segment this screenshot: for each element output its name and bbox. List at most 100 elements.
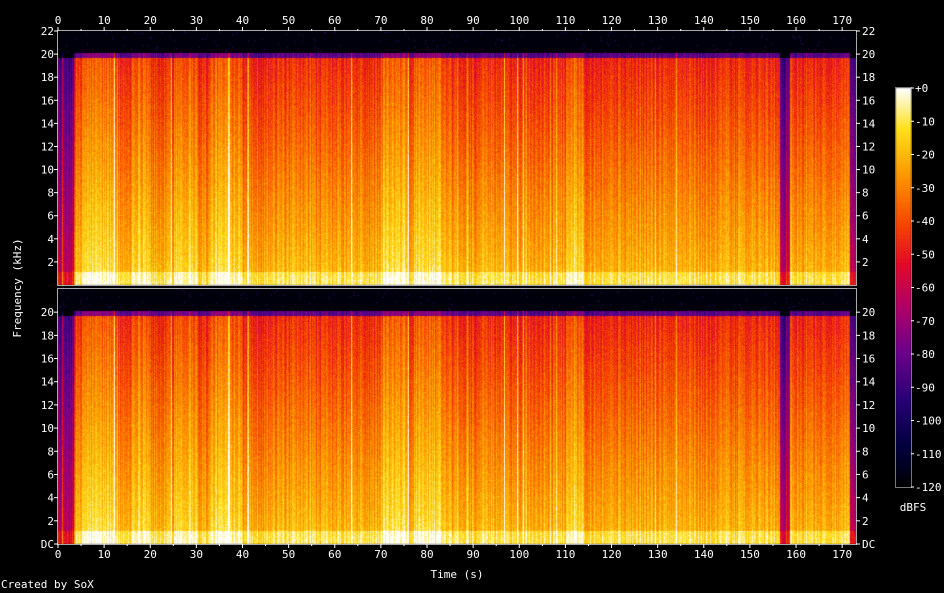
y-tick-label-right: 18 bbox=[862, 329, 875, 342]
y-tick-label-right: 16 bbox=[862, 353, 875, 366]
y-tick-label-left: 18 bbox=[41, 71, 54, 84]
colorbar-tick-label: -60 bbox=[915, 282, 935, 295]
y-axis-label: Frequency (kHz) bbox=[11, 238, 24, 337]
y-tick-label-right: 4 bbox=[862, 233, 869, 246]
y-tick-label-left: 10 bbox=[41, 164, 54, 177]
y-tick-label-right: 8 bbox=[862, 187, 869, 200]
colorbar-label: dBFS bbox=[900, 501, 927, 514]
colorbar-tick-label: -120 bbox=[915, 481, 942, 494]
x-tick-label: 170 bbox=[832, 548, 852, 561]
x-tick-label: 40 bbox=[236, 548, 249, 561]
y-tick-label-left: 12 bbox=[41, 140, 54, 153]
y-tick-label-right: 4 bbox=[862, 492, 869, 505]
y-tick-label-left: 2 bbox=[47, 515, 54, 528]
y-tick-label-right: 12 bbox=[862, 399, 875, 412]
y-tick-label-left: 2 bbox=[47, 256, 54, 269]
x-tick-label: 70 bbox=[374, 548, 387, 561]
y-tick-label-left: 4 bbox=[47, 233, 54, 246]
y-tick-label-left: 14 bbox=[41, 117, 55, 130]
colorbar-tick-label: -20 bbox=[915, 149, 935, 162]
x-tick-label: 20 bbox=[144, 14, 157, 27]
y-tick-label-right: DC bbox=[862, 538, 875, 551]
x-tick-label: 170 bbox=[832, 14, 852, 27]
colorbar: +0 -10 -20 -30 -40 -50 -60 -70 -80 -90 -100 -110 -12… bbox=[895, 82, 942, 494]
x-tick-label: 0 bbox=[55, 548, 62, 561]
x-tick-label: 0 bbox=[55, 14, 62, 27]
x-tick-label: 160 bbox=[786, 548, 806, 561]
colorbar-tick-label: -10 bbox=[915, 115, 935, 128]
colorbar-tick-label: -40 bbox=[915, 215, 935, 228]
y-tick-label-right: 18 bbox=[862, 71, 875, 84]
x-tick-label: 150 bbox=[740, 548, 760, 561]
credit-text: Created by SoX bbox=[1, 578, 94, 591]
y-tick-label-right: 2 bbox=[862, 515, 869, 528]
x-tick-label: 40 bbox=[236, 14, 249, 27]
x-tick-label: 30 bbox=[190, 548, 203, 561]
y-tick-label-right: 14 bbox=[862, 117, 876, 130]
y-tick-label-left: 20 bbox=[41, 306, 54, 319]
x-tick-label: 110 bbox=[555, 14, 575, 27]
y-tick-label-left: 10 bbox=[41, 422, 54, 435]
x-axis-bottom: 0 10 20 30 40 50 60 70 80 90 100 110 120 130 140 150 160… bbox=[55, 544, 852, 561]
colorbar-tick-label: -110 bbox=[915, 448, 942, 461]
colorbar-tick-label: -80 bbox=[915, 348, 935, 361]
y-tick-label-left: 6 bbox=[47, 468, 54, 481]
y-tick-label-right: 6 bbox=[862, 210, 869, 223]
colorbar-tick-label: -50 bbox=[915, 248, 935, 261]
y-tick-label-right: 10 bbox=[862, 422, 875, 435]
x-tick-label: 90 bbox=[467, 548, 480, 561]
y-tick-label-left: 16 bbox=[41, 353, 54, 366]
y-tick-label-left: 8 bbox=[47, 445, 54, 458]
x-tick-label: 100 bbox=[509, 548, 529, 561]
y-tick-label-left: 6 bbox=[47, 210, 54, 223]
colorbar-tick-label: -90 bbox=[915, 381, 935, 394]
x-tick-label: 140 bbox=[694, 14, 714, 27]
plot-frames bbox=[57, 30, 857, 545]
x-axis-label: Time (s) bbox=[431, 568, 484, 581]
x-tick-label: 130 bbox=[648, 14, 668, 27]
x-tick-label: 80 bbox=[420, 14, 433, 27]
x-tick-label: 160 bbox=[786, 14, 806, 27]
y-tick-label-left: 4 bbox=[47, 492, 54, 505]
colorbar-frame bbox=[895, 87, 912, 488]
y-tick-label-right: 20 bbox=[862, 48, 875, 61]
x-tick-label: 80 bbox=[420, 548, 433, 561]
y-tick-label-right: 6 bbox=[862, 468, 869, 481]
y-tick-label-right: 14 bbox=[862, 376, 876, 389]
y-tick-label-left: 12 bbox=[41, 399, 54, 412]
x-tick-label: 120 bbox=[602, 14, 622, 27]
x-tick-label: 20 bbox=[144, 548, 157, 561]
x-axis-top: 0 10 20 30 40 50 60 70 80 90 100 110 120 130 140 150 160… bbox=[55, 14, 852, 31]
x-tick-label: 10 bbox=[98, 14, 111, 27]
x-tick-label: 100 bbox=[509, 14, 529, 27]
y-tick-label-right: 8 bbox=[862, 445, 869, 458]
x-tick-label: 60 bbox=[328, 14, 341, 27]
channel-2-frame bbox=[57, 288, 857, 545]
x-tick-label: 140 bbox=[694, 548, 714, 561]
x-tick-label: 50 bbox=[282, 14, 295, 27]
y-tick-label-right: 10 bbox=[862, 164, 875, 177]
y-tick-label-left: 16 bbox=[41, 94, 54, 107]
colorbar-tick-label: -70 bbox=[915, 315, 935, 328]
colorbar-tick-label: -100 bbox=[915, 415, 942, 428]
y-tick-label-left: 22 bbox=[41, 25, 54, 38]
channel-1-frame bbox=[57, 30, 857, 286]
y-tick-label-right: 16 bbox=[862, 94, 875, 107]
y-tick-label-left: 20 bbox=[41, 48, 54, 61]
x-tick-label: 130 bbox=[648, 548, 668, 561]
y-tick-label-left: 18 bbox=[41, 329, 54, 342]
x-tick-label: 150 bbox=[740, 14, 760, 27]
x-tick-label: 70 bbox=[374, 14, 387, 27]
y-tick-label-right: 12 bbox=[862, 140, 875, 153]
x-tick-label: 90 bbox=[467, 14, 480, 27]
y-tick-label-left: 8 bbox=[47, 187, 54, 200]
x-tick-label: 110 bbox=[555, 548, 575, 561]
colorbar-tick-label: -30 bbox=[915, 182, 935, 195]
x-tick-label: 50 bbox=[282, 548, 295, 561]
x-tick-label: 60 bbox=[328, 548, 341, 561]
y-tick-label-right: 2 bbox=[862, 256, 869, 269]
x-tick-label: 30 bbox=[190, 14, 203, 27]
